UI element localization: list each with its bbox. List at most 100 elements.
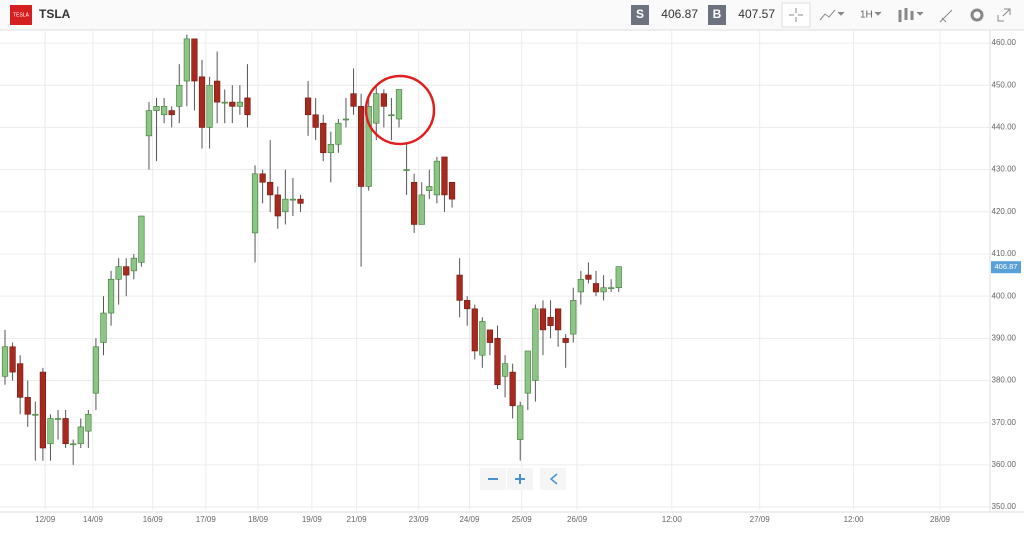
- candle-body: [259, 173, 266, 183]
- y-tick-label: 390.00: [992, 333, 1017, 342]
- candle-body: [426, 186, 433, 192]
- candle-body: [107, 278, 115, 314]
- candle-body: [335, 122, 342, 145]
- candle-body: [570, 300, 577, 335]
- candle-body: [168, 110, 175, 116]
- candle-body: [244, 97, 251, 116]
- candle-body: [600, 287, 607, 293]
- candle-body: [85, 413, 92, 432]
- zoom-controls: [480, 468, 566, 490]
- candle-body: [479, 321, 486, 356]
- toolbar-icons: [781, 2, 1011, 28]
- dropdown: [874, 11, 882, 16]
- candle-body: [251, 173, 259, 234]
- symbol[interactable]: TSLA: [39, 7, 71, 21]
- candle-body: [267, 181, 274, 196]
- candle-body: [145, 110, 153, 137]
- x-tick-label: 21/09: [347, 515, 368, 524]
- candle-body: [433, 160, 440, 196]
- candle-body: [289, 198, 297, 201]
- crosshair-button[interactable]: [781, 2, 811, 28]
- candle-body: [592, 283, 600, 293]
- candle-body: [547, 316, 554, 326]
- candle-body: [229, 101, 236, 107]
- candle-body: [62, 418, 69, 445]
- candle-body: [585, 274, 592, 280]
- candle-body: [274, 194, 281, 217]
- candle-body: [608, 287, 615, 290]
- candle-body: [403, 169, 410, 171]
- y-tick-label: 370.00: [992, 418, 1017, 427]
- toolbar: [0, 0, 1024, 30]
- y-tick-label: 460.00: [992, 38, 1017, 47]
- candle-body: [494, 338, 501, 386]
- candle-body: [191, 38, 198, 82]
- candle-body: [456, 274, 463, 301]
- candle-body: [577, 278, 584, 293]
- candle-body: [388, 114, 395, 117]
- candle-body: [464, 300, 471, 310]
- x-tick-label: 26/09: [567, 515, 588, 524]
- share[interactable]: [540, 468, 566, 490]
- candle-body: [77, 426, 84, 445]
- candle-body: [32, 413, 39, 416]
- candle-body: [312, 114, 319, 128]
- fullscreen-icon[interactable]: [997, 8, 1011, 22]
- candles-icon[interactable]: [898, 8, 914, 22]
- y-tick-label: 450.00: [992, 80, 1017, 89]
- highlight-circle: [364, 74, 436, 146]
- sell-price: 406.87: [661, 7, 698, 21]
- draw-icon[interactable]: [939, 9, 953, 23]
- candle-body: [441, 156, 448, 196]
- dropdown: [837, 11, 845, 16]
- candle-body: [100, 312, 107, 343]
- candle-body: [123, 266, 130, 276]
- x-tick-label: 19/09: [302, 515, 323, 524]
- candle-body: [615, 266, 622, 289]
- sell-button[interactable]: [631, 5, 649, 25]
- y-tick-label: 420.00: [992, 207, 1017, 216]
- x-tick-label: 28/09: [930, 515, 951, 524]
- candle-body: [555, 308, 562, 331]
- sell-label: S: [636, 7, 644, 21]
- x-tick-label: 18/09: [248, 515, 269, 524]
- candle-body: [327, 144, 334, 154]
- candle-body: [47, 418, 54, 445]
- x-tick-label: 14/09: [83, 515, 104, 524]
- candle-body: [54, 418, 62, 420]
- candle-body: [70, 443, 77, 446]
- candle-body: [92, 346, 100, 394]
- x-tick-label: 23/09: [409, 515, 430, 524]
- dropdown: [916, 11, 924, 16]
- buy-price: 407.57: [738, 7, 775, 21]
- candle-body: [395, 89, 403, 120]
- candle-body: [282, 198, 289, 213]
- y-tick-label: 400.00: [992, 291, 1017, 300]
- candle-body: [539, 308, 547, 331]
- logo-text: TESLA: [13, 12, 30, 18]
- candle-body: [221, 101, 228, 104]
- candle-body: [358, 106, 365, 187]
- y-tick-label: 440.00: [992, 123, 1017, 132]
- candle-body: [9, 346, 16, 373]
- candle-body: [380, 93, 387, 107]
- chart-type-icon[interactable]: [819, 9, 836, 21]
- y-tick-label: 410.00: [992, 249, 1017, 258]
- buy-button[interactable]: [708, 5, 726, 25]
- candle-body: [138, 215, 145, 263]
- share-icon: [549, 473, 558, 485]
- candle-body: [532, 308, 539, 381]
- candle-body: [1, 346, 9, 377]
- y-tick-label: 360.00: [992, 460, 1017, 469]
- price-badge-label: 406.87: [995, 262, 1018, 271]
- candle-body: [39, 371, 46, 449]
- candle-body: [24, 397, 31, 415]
- settings-icon[interactable]: [970, 8, 984, 22]
- candle-body: [153, 106, 160, 111]
- candle-body: [206, 84, 213, 128]
- candle-body: [365, 106, 372, 187]
- candle-body: [501, 363, 509, 377]
- crosshair-icon: [789, 8, 803, 22]
- candle-body: [373, 93, 380, 124]
- timeframe[interactable]: 1H: [860, 10, 873, 21]
